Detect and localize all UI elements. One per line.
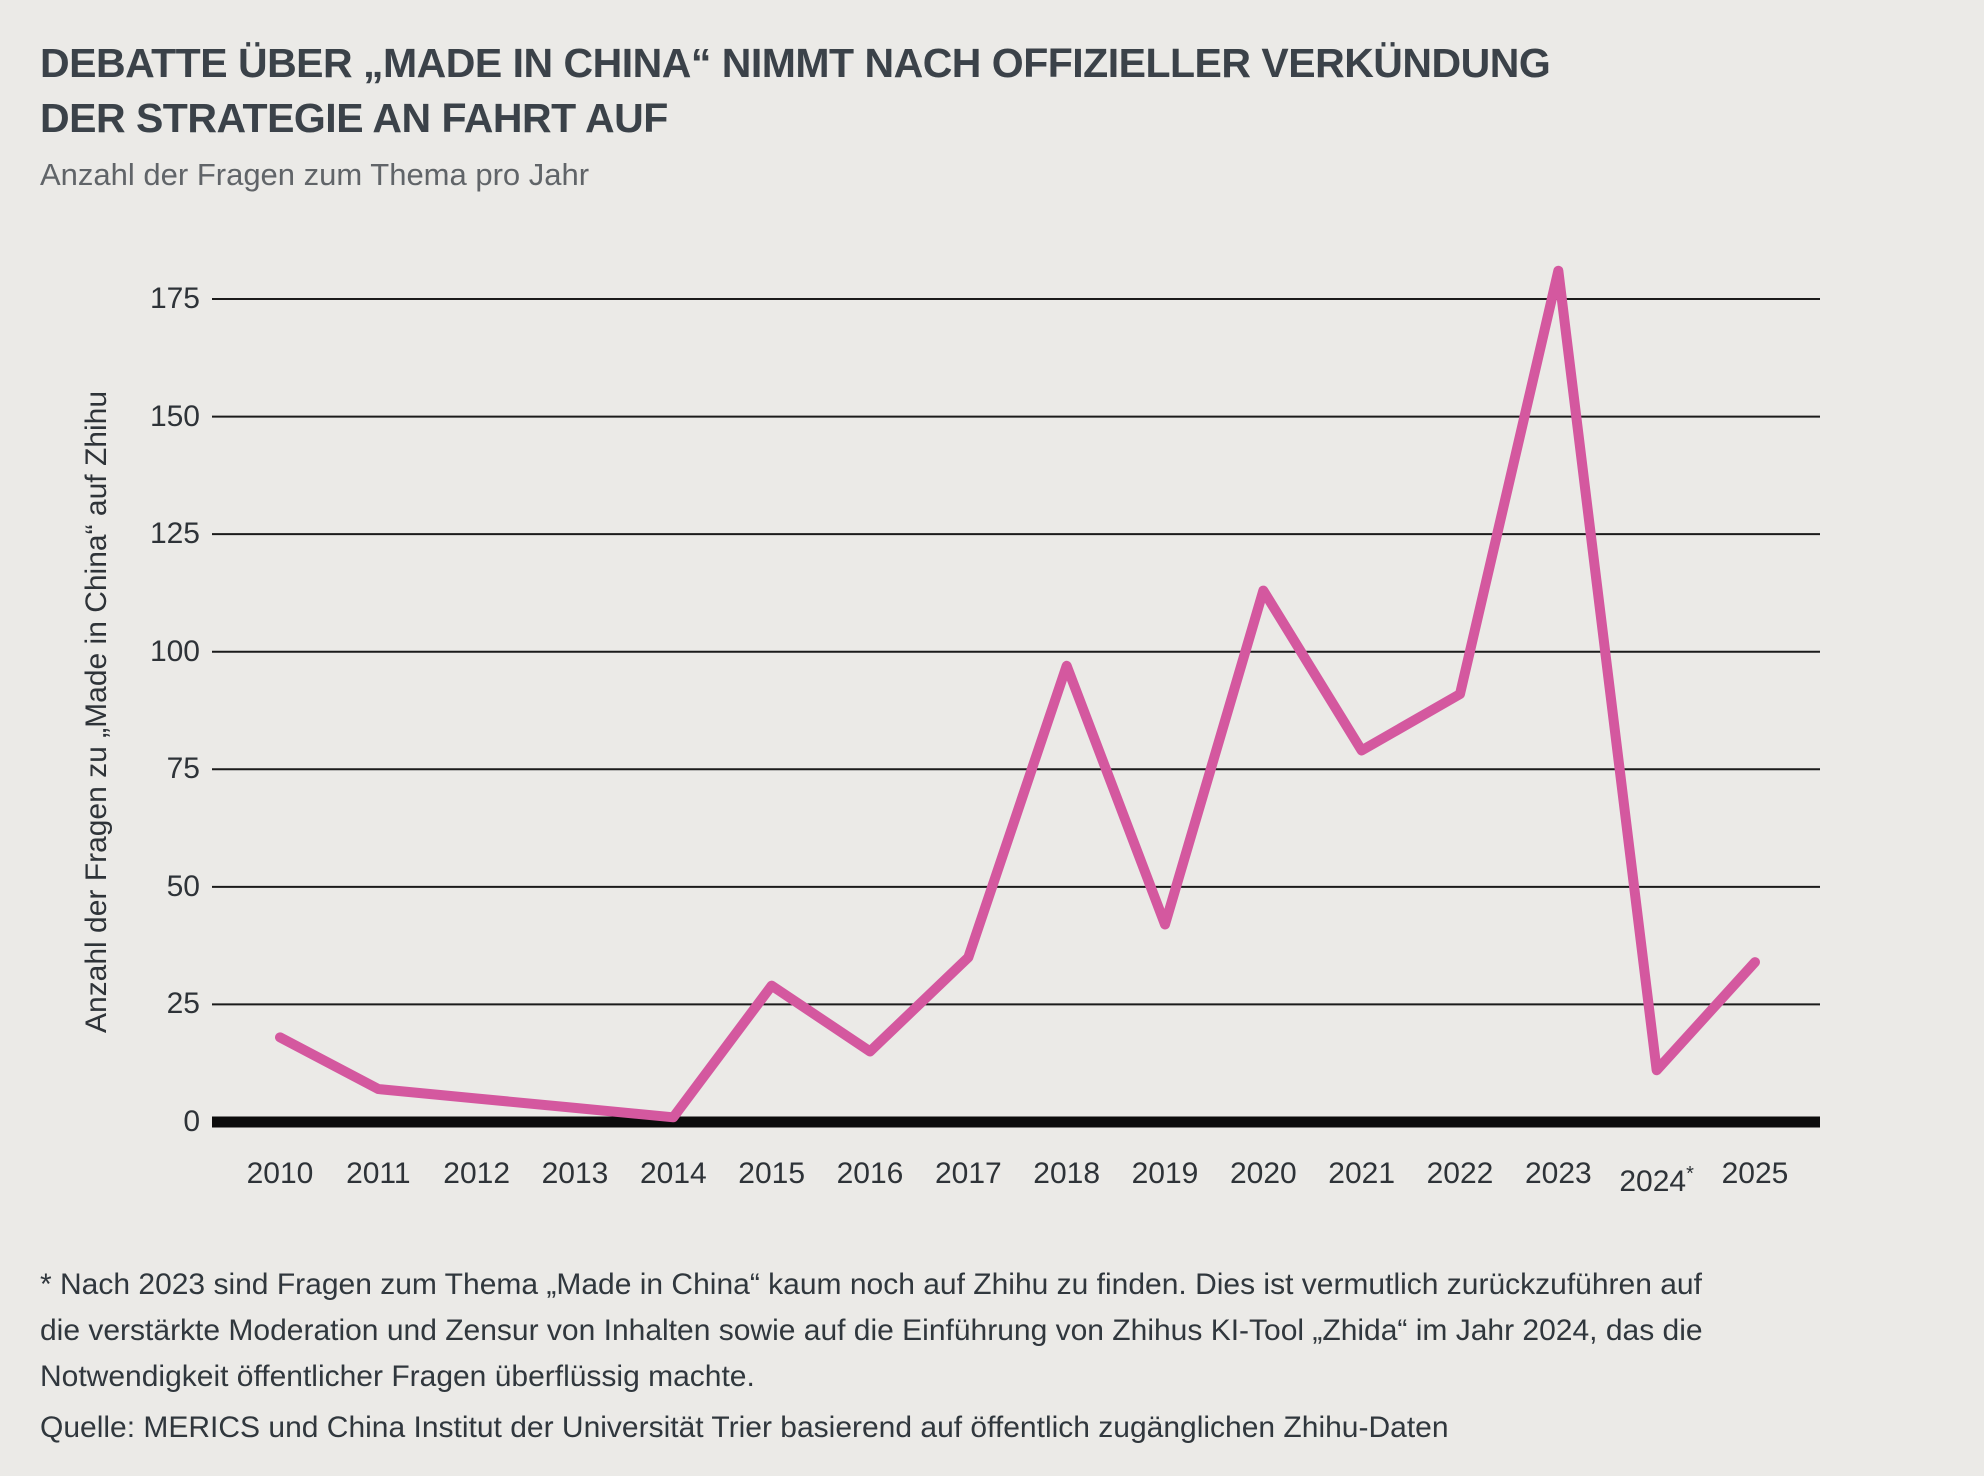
footnote-asterisk: * bbox=[1686, 1163, 1694, 1185]
x-tick-label: 2010 bbox=[246, 1157, 314, 1190]
chart-title-line-2: DER STRATEGIE AN FAHRT AUF bbox=[40, 95, 668, 141]
x-tick-label: 2012 bbox=[443, 1157, 511, 1190]
y-tick-label: 175 bbox=[149, 282, 200, 315]
y-tick-label: 75 bbox=[166, 752, 200, 786]
x-tick-label: 2022 bbox=[1426, 1157, 1494, 1190]
x-tick-label: 2023 bbox=[1524, 1157, 1592, 1190]
x-tick-label: 2016 bbox=[836, 1157, 904, 1190]
footnote-line-2: die verstärkte Moderation und Zensur von… bbox=[40, 1314, 1703, 1347]
y-tick-label: 50 bbox=[166, 869, 200, 903]
footnote: * Nach 2023 sind Fragen zum Thema „Made … bbox=[40, 1262, 1703, 1400]
x-tick-label: 2017 bbox=[934, 1157, 1002, 1190]
x-tick-label: 2025 bbox=[1721, 1157, 1789, 1190]
y-tick-label: 25 bbox=[166, 987, 200, 1021]
x-tick-label: 2020 bbox=[1229, 1157, 1297, 1190]
y-tick-label: 100 bbox=[149, 634, 200, 668]
chart-subtitle: Anzahl der Fragen zum Thema pro Jahr bbox=[40, 157, 590, 192]
y-tick-label: 150 bbox=[149, 399, 200, 433]
data-line bbox=[275, 265, 1760, 1123]
source-line: Quelle: MERICS und China Institut der Un… bbox=[40, 1411, 1449, 1444]
x-tick-label: 2011 bbox=[346, 1157, 411, 1190]
y-tick-label: 0 bbox=[183, 1105, 200, 1138]
footnote-line-1: * Nach 2023 sind Fragen zum Thema „Made … bbox=[40, 1268, 1702, 1301]
chart-title-line-1: DEBATTE ÜBER „MADE IN CHINA“ NIMMT NACH … bbox=[40, 40, 1551, 86]
chart-title: DEBATTE ÜBER „MADE IN CHINA“ NIMMT NACH … bbox=[40, 36, 1551, 146]
x-tick-label: 2018 bbox=[1033, 1157, 1101, 1190]
x-tick-label: 2019 bbox=[1131, 1157, 1199, 1190]
y-axis-title: Anzahl der Fragen zu „Made in China“ auf… bbox=[80, 390, 113, 1034]
footnote-line-3: Notwendigkeit öffentlicher Fragen überfl… bbox=[40, 1360, 755, 1393]
x-tick-label: 2021 bbox=[1328, 1157, 1396, 1190]
x-tick-label: 2015 bbox=[738, 1157, 806, 1190]
x-tick-label: 2024* bbox=[1619, 1163, 1694, 1198]
y-tick-label: 125 bbox=[149, 517, 200, 551]
x-tick-label: 2013 bbox=[541, 1157, 609, 1190]
x-tick-label: 2014 bbox=[639, 1157, 707, 1190]
